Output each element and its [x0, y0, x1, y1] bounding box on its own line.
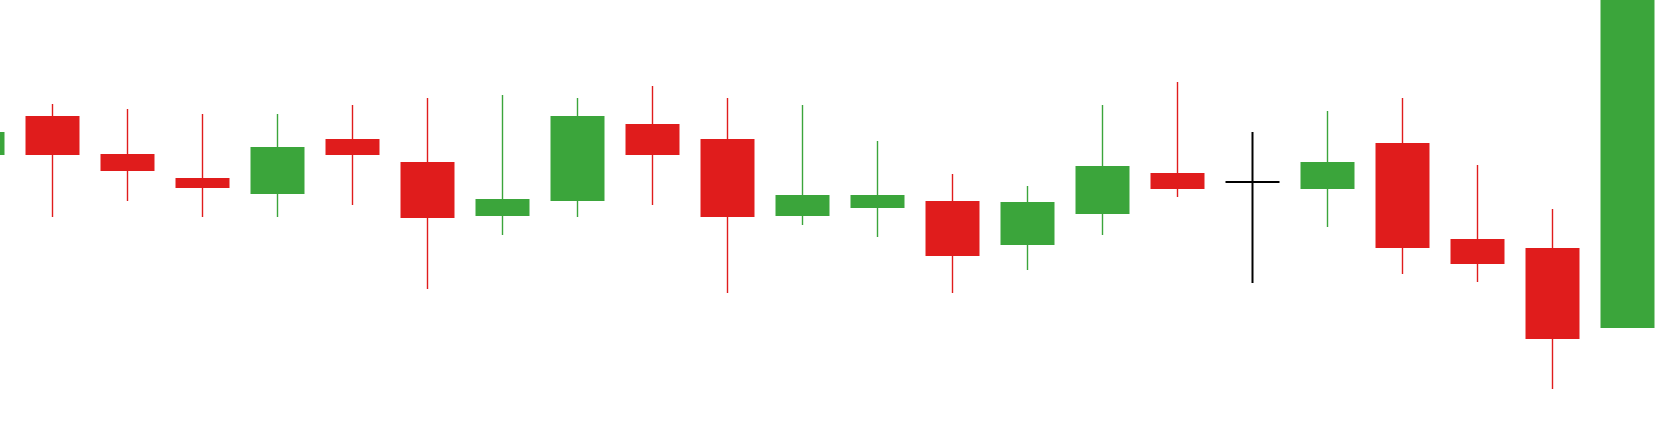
- candle-body-down: [25, 116, 80, 155]
- candle-body-down: [700, 139, 755, 217]
- candle: [1525, 209, 1580, 389]
- candle: [625, 86, 680, 205]
- candle: [1225, 132, 1280, 283]
- candle-body-up: [1075, 166, 1130, 214]
- candle: [550, 98, 605, 217]
- candle: [925, 174, 980, 293]
- candle-body-down: [400, 162, 455, 218]
- candle: [1000, 186, 1055, 270]
- candle-body-down: [925, 201, 980, 256]
- candle-body-up: [1000, 202, 1055, 245]
- candle: [1375, 98, 1430, 274]
- candle: [475, 95, 530, 235]
- candle-body-up: [475, 199, 530, 216]
- candle: [250, 114, 305, 217]
- candle: [1150, 82, 1205, 197]
- candle-body-up: [775, 195, 830, 216]
- candle: [775, 105, 830, 225]
- candle: [175, 114, 230, 217]
- candle-body-down: [625, 124, 680, 155]
- candle: [0, 132, 5, 155]
- candle: [1450, 165, 1505, 282]
- candles-group: [0, 0, 1655, 389]
- candle: [700, 98, 755, 293]
- candle: [1300, 111, 1355, 227]
- candle: [1075, 105, 1130, 235]
- candle-body-down: [175, 178, 230, 188]
- candle-body-down: [1450, 239, 1505, 264]
- candle-body-up: [550, 116, 605, 201]
- candle-body-down: [100, 154, 155, 171]
- candle-body-down: [1525, 248, 1580, 339]
- candle: [325, 105, 380, 205]
- candle-body-down: [325, 139, 380, 155]
- candle: [400, 98, 455, 289]
- candle-body-up: [1600, 0, 1655, 328]
- candle-body-down: [1150, 173, 1205, 189]
- candle: [1600, 0, 1655, 328]
- candle-body-up: [1300, 162, 1355, 189]
- candle: [850, 141, 905, 237]
- candle: [25, 104, 80, 217]
- candle-body-up: [250, 147, 305, 194]
- candle-body-down: [1375, 143, 1430, 248]
- candle-body-up: [0, 132, 5, 155]
- candle: [100, 109, 155, 201]
- candle-body-up: [850, 195, 905, 208]
